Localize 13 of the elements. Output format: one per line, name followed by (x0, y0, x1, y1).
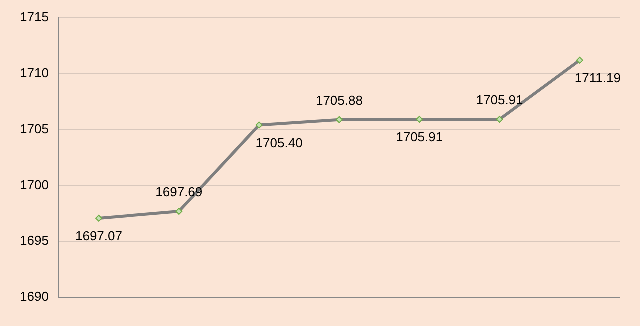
data-label: 1705.91 (476, 92, 524, 108)
y-tick-label: 1690 (20, 289, 49, 304)
y-tick-label: 1715 (20, 9, 49, 24)
data-label: 1697.69 (156, 184, 203, 200)
y-tick-label: 1710 (20, 65, 49, 80)
y-tick-label: 1695 (20, 233, 49, 248)
data-label: 1705.40 (256, 135, 303, 150)
data-label: 1705.91 (396, 130, 444, 145)
data-label: 1697.07 (75, 228, 122, 244)
y-tick-label: 1700 (20, 177, 49, 192)
data-label: 1705.88 (316, 92, 363, 108)
y-tick-label: 1705 (20, 121, 49, 136)
data-label: 1711.19 (574, 70, 621, 86)
